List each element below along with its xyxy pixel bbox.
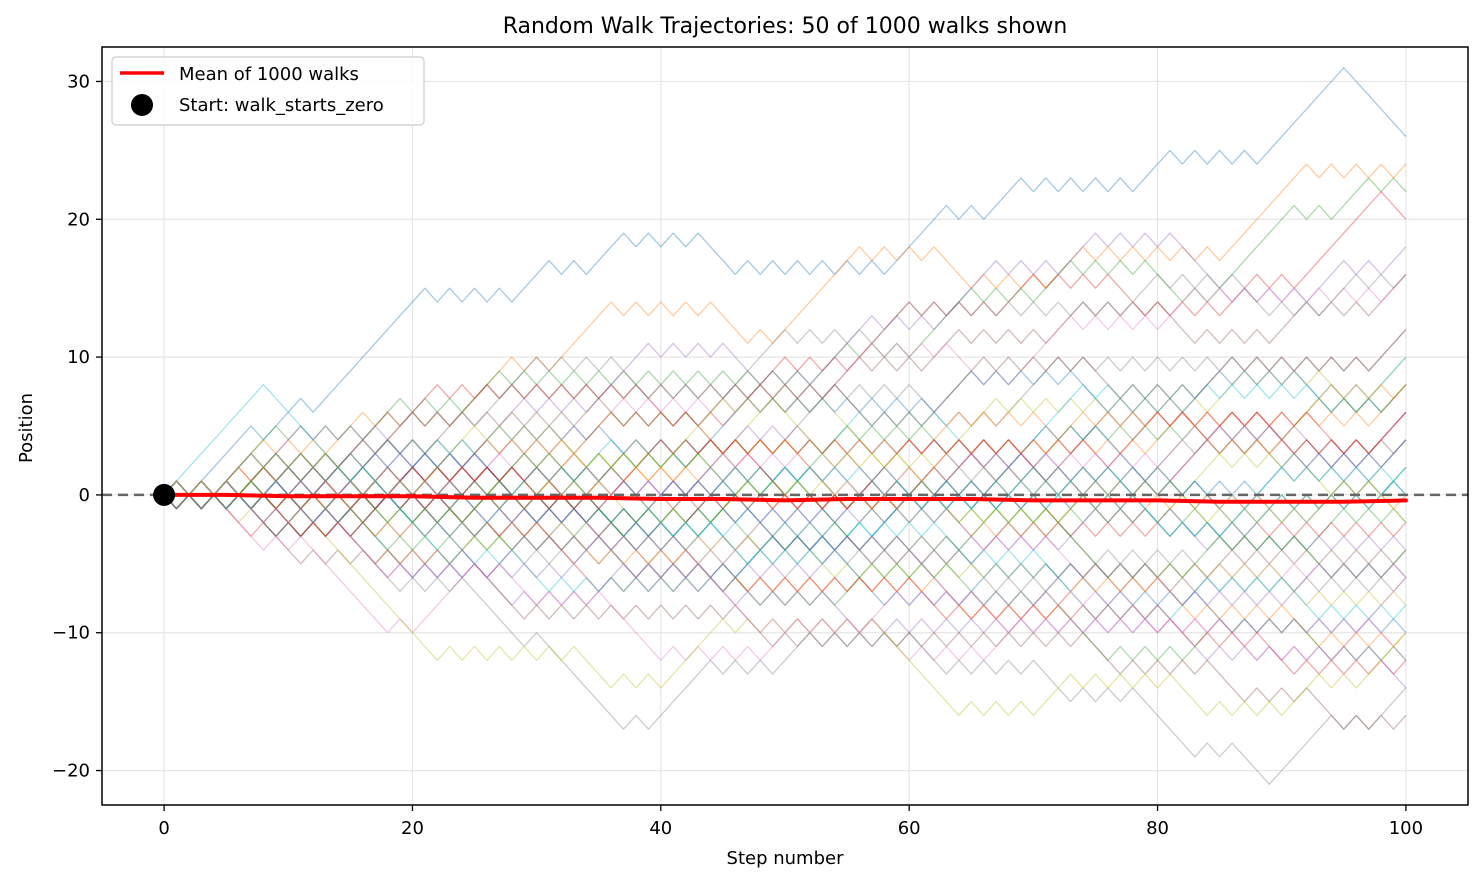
trajectory-line [163,273,1407,510]
trajectory-line [163,329,1407,510]
trajectory-line [163,494,1407,620]
x-tick-label: 40 [649,818,672,839]
trajectory-line [163,356,1407,524]
trajectory-line [163,480,1407,717]
trajectory-line [163,480,1407,551]
trajectory-line [163,494,1407,675]
legend-start-swatch [131,94,153,116]
trajectory-line [163,480,1407,689]
trajectory-line [163,384,1407,524]
y-tick-label: −10 [52,623,90,644]
trajectory-line [163,273,1407,510]
trajectory-line [163,466,1407,537]
y-tick-label: 0 [79,485,90,506]
trajectory-line [163,232,1407,496]
trajectory-line [163,370,1407,496]
trajectory-line [163,494,1407,785]
y-tick-label: 20 [67,209,90,230]
grid-lines [102,47,1468,805]
chart-title: Random Walk Trajectories: 50 of 1000 wal… [503,14,1068,39]
trajectory-line [163,191,1407,510]
trajectory-line [163,411,1407,524]
trajectory-line [163,452,1407,524]
legend-start-label: Start: walk_starts_zero [179,95,384,116]
x-tick-label: 80 [1146,818,1169,839]
trajectory-line [163,480,1407,661]
start-marker [153,483,176,506]
trajectory-line [163,466,1407,537]
x-tick-label: 20 [401,818,424,839]
trajectory-lines [163,67,1407,785]
trajectory-line [163,466,1407,593]
trajectory-line [163,480,1407,606]
trajectory-line [163,466,1407,537]
axis-ticks: 0 20 40 60 80 100 −20 −10 0 10 20 30 [52,71,1423,839]
y-axis-label: Position [16,393,37,463]
trajectory-line [163,494,1407,730]
trajectory-line [163,411,1407,537]
x-tick-label: 0 [158,818,169,839]
mean-line [162,492,1408,504]
trajectory-line [163,480,1407,634]
trajectory-line [163,480,1407,524]
trajectory-line [163,177,1407,496]
trajectory-line [163,67,1407,496]
trajectory-line [163,452,1407,579]
trajectory-line [163,452,1407,606]
trajectory-line [163,273,1407,496]
trajectory-line [163,356,1407,537]
y-tick-label: 10 [67,347,90,368]
trajectory-line [163,480,1407,661]
x-tick-label: 100 [1389,818,1423,839]
trajectory-line [163,480,1407,579]
trajectory-line [163,384,1407,593]
trajectory-line [163,494,1407,648]
trajectory-line [163,425,1407,496]
y-tick-label: 30 [67,71,90,92]
trajectory-line [163,425,1407,551]
trajectory-line [163,411,1407,510]
trajectory-line [163,480,1407,551]
trajectory-line [163,494,1407,593]
plot-frame [101,46,1469,806]
y-tick-label: −20 [52,761,90,782]
legend: Mean of 1000 walks Start: walk_starts_ze… [111,56,425,126]
legend-mean-label: Mean of 1000 walks [179,64,359,85]
legend-box [111,56,425,126]
trajectory-line [163,480,1407,661]
trajectory-line [163,439,1407,537]
trajectory-line [163,466,1407,537]
trajectory-line [163,163,1407,510]
trajectory-line [163,384,1407,510]
x-tick-label: 60 [898,818,921,839]
trajectory-line [163,384,1407,537]
trajectory-line [163,329,1407,510]
trajectory-line [163,411,1407,510]
trajectory-line [163,397,1407,524]
x-axis-label: Step number [727,848,845,869]
